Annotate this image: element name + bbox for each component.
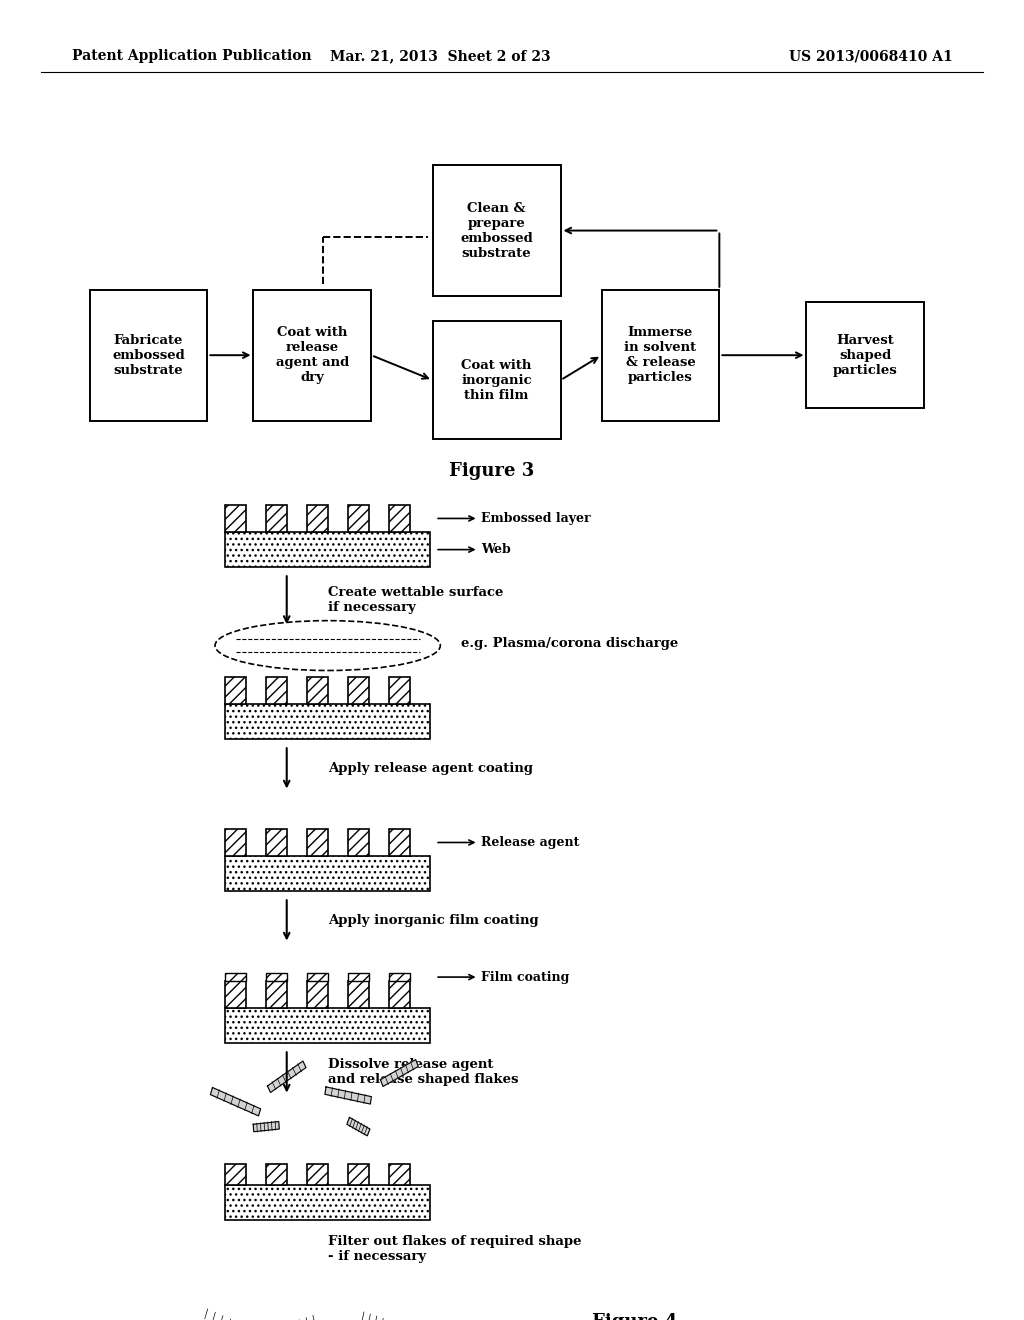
Bar — [266, 677, 287, 704]
Bar — [348, 829, 369, 857]
Bar — [225, 857, 430, 891]
Bar — [348, 1164, 369, 1185]
Text: Coat with
inorganic
thin film: Coat with inorganic thin film — [462, 359, 531, 401]
Bar — [807, 302, 924, 408]
Bar — [266, 1164, 287, 1185]
Bar — [348, 981, 369, 1008]
Polygon shape — [267, 1061, 306, 1093]
Text: Patent Application Publication: Patent Application Publication — [72, 49, 311, 63]
Text: Dissolve release agent
and release shaped flakes: Dissolve release agent and release shape… — [328, 1059, 518, 1086]
Text: Mar. 21, 2013  Sheet 2 of 23: Mar. 21, 2013 Sheet 2 of 23 — [330, 49, 551, 63]
Bar — [348, 677, 369, 704]
Bar — [307, 504, 328, 532]
Bar — [389, 973, 410, 981]
Bar — [389, 1164, 410, 1185]
Bar — [225, 1164, 246, 1185]
Text: Apply release agent coating: Apply release agent coating — [328, 762, 532, 775]
Bar — [389, 677, 410, 704]
Bar — [266, 504, 287, 532]
Bar — [389, 829, 410, 857]
Text: Create wettable surface
if necessary: Create wettable surface if necessary — [328, 586, 503, 614]
Bar — [348, 504, 369, 532]
Ellipse shape — [215, 620, 440, 671]
Bar — [307, 1164, 328, 1185]
Polygon shape — [198, 1307, 253, 1320]
Bar — [225, 829, 246, 857]
Bar — [225, 677, 246, 704]
Text: Filter out flakes of required shape
- if necessary: Filter out flakes of required shape - if… — [328, 1236, 582, 1263]
Text: Web: Web — [438, 543, 511, 556]
Bar — [225, 532, 430, 568]
Polygon shape — [381, 1060, 418, 1086]
Bar — [432, 165, 561, 296]
Bar — [432, 321, 561, 440]
Text: e.g. Plasma/corona discharge: e.g. Plasma/corona discharge — [461, 636, 678, 649]
Bar — [225, 704, 430, 739]
Bar — [389, 981, 410, 1008]
Bar — [254, 290, 371, 421]
Text: Coat with
release
agent and
dry: Coat with release agent and dry — [275, 326, 349, 384]
Bar — [307, 981, 328, 1008]
Polygon shape — [253, 1122, 280, 1131]
Bar — [225, 1008, 430, 1043]
Text: Clean &
prepare
embossed
substrate: Clean & prepare embossed substrate — [460, 202, 534, 260]
Bar — [225, 504, 246, 532]
Polygon shape — [210, 1088, 261, 1115]
Bar — [225, 1185, 430, 1220]
Bar — [307, 973, 328, 981]
Polygon shape — [347, 1118, 370, 1135]
Polygon shape — [355, 1311, 402, 1320]
Text: Apply inorganic film coating: Apply inorganic film coating — [328, 913, 539, 927]
Bar — [225, 981, 246, 1008]
Bar — [307, 829, 328, 857]
Text: Harvest
shaped
particles: Harvest shaped particles — [833, 334, 898, 376]
Bar — [225, 973, 246, 981]
Bar — [266, 973, 287, 981]
Text: US 2013/0068410 A1: US 2013/0068410 A1 — [788, 49, 952, 63]
Text: Film coating: Film coating — [438, 970, 569, 983]
Text: Immerse
in solvent
& release
particles: Immerse in solvent & release particles — [625, 326, 696, 384]
Text: Fabricate
embossed
substrate: Fabricate embossed substrate — [112, 334, 185, 376]
Bar — [266, 981, 287, 1008]
Bar — [348, 973, 369, 981]
Bar — [602, 290, 719, 421]
Bar — [389, 504, 410, 532]
Text: Figure 4: Figure 4 — [592, 1313, 678, 1320]
Text: Figure 3: Figure 3 — [449, 462, 535, 480]
Bar — [90, 290, 207, 421]
Text: Release agent: Release agent — [438, 836, 580, 849]
Bar — [307, 677, 328, 704]
Bar — [266, 829, 287, 857]
Polygon shape — [272, 1315, 322, 1320]
Polygon shape — [325, 1086, 372, 1104]
Text: Embossed layer: Embossed layer — [438, 512, 591, 525]
